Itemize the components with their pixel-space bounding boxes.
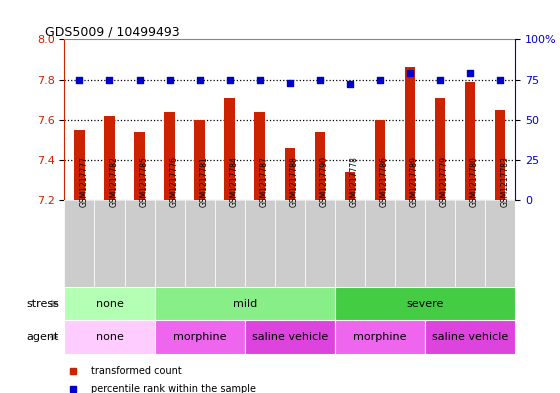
Text: GSM1217778: GSM1217778 — [350, 156, 359, 208]
Bar — [315, 132, 325, 200]
Point — [466, 70, 475, 76]
Bar — [164, 112, 175, 200]
Text: GSM1217780: GSM1217780 — [470, 156, 479, 208]
Text: none: none — [96, 332, 123, 342]
Text: transformed count: transformed count — [91, 366, 182, 376]
Bar — [214, 200, 245, 287]
Bar — [155, 200, 185, 287]
Text: GSM1217785: GSM1217785 — [139, 156, 148, 208]
Text: saline vehicle: saline vehicle — [251, 332, 328, 342]
Bar — [64, 200, 95, 287]
Point — [195, 76, 204, 83]
Text: GSM1217776: GSM1217776 — [170, 156, 179, 208]
Bar — [134, 132, 145, 200]
Bar — [64, 320, 155, 354]
Text: GSM1217789: GSM1217789 — [410, 156, 419, 208]
Text: stress: stress — [26, 299, 59, 309]
Bar — [425, 320, 515, 354]
Text: none: none — [96, 299, 123, 309]
Bar — [495, 110, 506, 200]
Point — [496, 76, 505, 83]
Text: agent: agent — [26, 332, 59, 342]
Bar — [124, 200, 155, 287]
Bar — [74, 130, 85, 200]
Bar — [95, 200, 124, 287]
Text: GSM1217790: GSM1217790 — [320, 156, 329, 208]
Bar — [194, 120, 205, 200]
Bar — [455, 200, 485, 287]
Text: GSM1217788: GSM1217788 — [290, 156, 299, 208]
Text: GSM1217782: GSM1217782 — [110, 156, 119, 208]
Point — [286, 80, 295, 86]
Bar — [485, 200, 515, 287]
Bar — [284, 148, 295, 200]
Point — [105, 76, 114, 83]
Bar — [405, 68, 416, 200]
Bar — [395, 200, 425, 287]
Text: GSM1217783: GSM1217783 — [500, 156, 509, 208]
Point — [375, 76, 384, 83]
Bar — [275, 200, 305, 287]
Text: saline vehicle: saline vehicle — [432, 332, 508, 342]
Text: GSM1217784: GSM1217784 — [230, 156, 239, 208]
Point — [75, 76, 84, 83]
Bar — [365, 200, 395, 287]
Bar — [155, 320, 245, 354]
Bar — [155, 287, 335, 320]
Bar — [64, 287, 155, 320]
Bar — [185, 200, 214, 287]
Text: morphine: morphine — [353, 332, 407, 342]
Text: GSM1217777: GSM1217777 — [80, 156, 88, 208]
Text: mild: mild — [232, 299, 257, 309]
Point — [135, 76, 144, 83]
Bar — [335, 200, 365, 287]
Text: GSM1217787: GSM1217787 — [260, 156, 269, 208]
Bar — [335, 320, 425, 354]
Bar — [245, 200, 275, 287]
Text: percentile rank within the sample: percentile rank within the sample — [91, 384, 256, 393]
Text: GSM1217781: GSM1217781 — [200, 156, 209, 208]
Text: GSM1217779: GSM1217779 — [440, 156, 449, 208]
Text: severe: severe — [407, 299, 444, 309]
Point — [346, 81, 354, 88]
Bar — [465, 82, 475, 200]
Text: morphine: morphine — [173, 332, 226, 342]
Point — [255, 76, 264, 83]
Bar — [435, 98, 445, 200]
Bar — [225, 98, 235, 200]
Bar — [245, 320, 335, 354]
Point — [405, 70, 414, 76]
Point — [225, 76, 234, 83]
Text: GSM1217786: GSM1217786 — [380, 156, 389, 208]
Bar — [425, 200, 455, 287]
Bar — [305, 200, 335, 287]
Bar — [335, 287, 515, 320]
Point — [315, 76, 324, 83]
Bar — [104, 116, 115, 200]
Text: GDS5009 / 10499493: GDS5009 / 10499493 — [45, 25, 180, 38]
Bar — [375, 120, 385, 200]
Point — [436, 76, 445, 83]
Bar — [254, 112, 265, 200]
Point — [165, 76, 174, 83]
Bar — [344, 172, 355, 200]
